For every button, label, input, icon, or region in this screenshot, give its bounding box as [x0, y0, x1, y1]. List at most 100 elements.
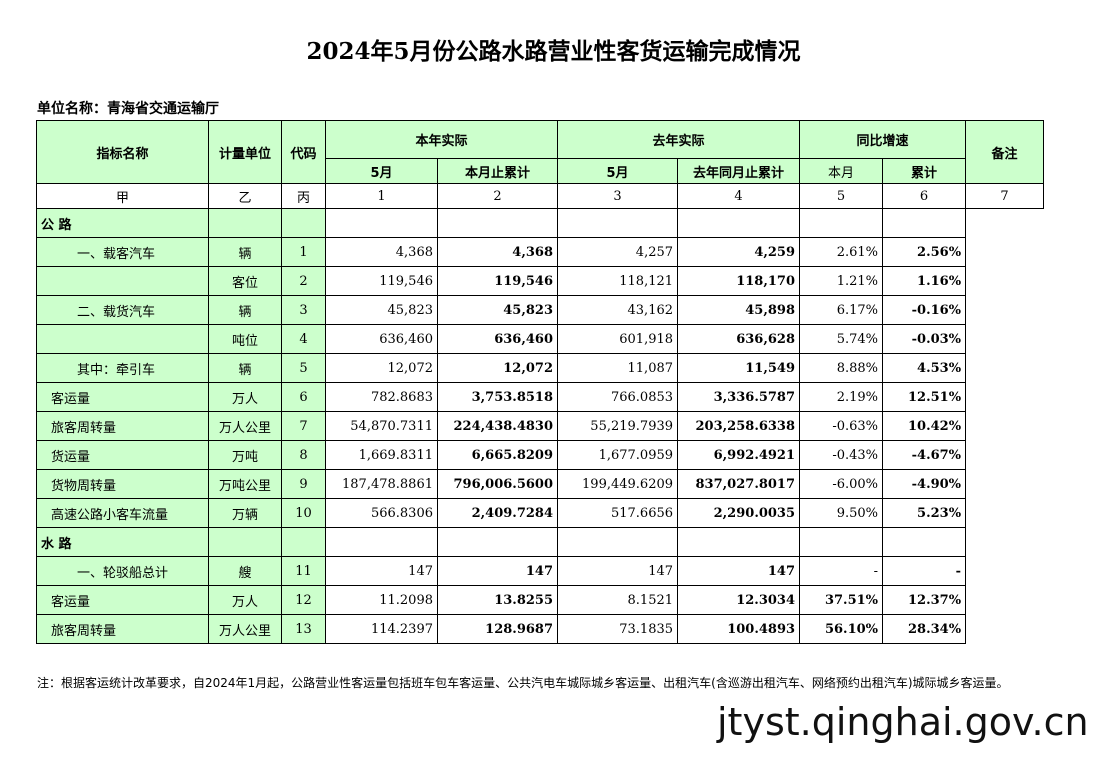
row-yoy-month: 8.88% — [799, 353, 884, 383]
row-remark — [965, 295, 1044, 325]
row-ty-month: 54,870.7311 — [325, 411, 438, 441]
row-ly-cum: 203,258.6338 — [677, 411, 801, 441]
row-ty-month: 45,823 — [325, 295, 438, 325]
row-code: 11 — [281, 556, 326, 586]
row-yoy-cum: -0.16% — [882, 295, 967, 325]
table-row: 旅客周转量 万人公里 7 54,870.7311 224,438.4830 55,219.… — [36, 411, 1044, 441]
row-unit: 万人 — [208, 585, 282, 615]
row-ty-month: 782.8683 — [325, 382, 438, 412]
row-code: 5 — [281, 353, 326, 383]
header-ty-cum: 本月止累计 — [436, 158, 559, 184]
index-row: 甲 乙 丙 1 2 3 4 5 6 7 — [36, 183, 1045, 209]
row-remark — [965, 266, 1044, 296]
row-remark — [965, 324, 1044, 354]
row-ty-cum: 119,546 — [436, 266, 559, 296]
row-remark — [965, 469, 1044, 499]
row-yoy-cum: 5.23% — [882, 498, 967, 528]
row-yoy-month: 5.74% — [799, 324, 884, 354]
row-ty-month: 566.8306 — [325, 498, 438, 528]
row-name: 其中：牵引车 — [36, 353, 209, 383]
table-row: 客运量 万人 12 11.2098 13.8255 8.1521 12.3034 37.51%… — [36, 585, 1044, 615]
header-remark: 备注 — [965, 120, 1045, 184]
row-ly-cum: 12.3034 — [677, 585, 801, 615]
table-row: 货物周转量 万吨公里 9 187,478.8861 796,006.5600 199,44… — [36, 469, 1044, 499]
index-cell: 4 — [677, 183, 801, 209]
row-yoy-month: 56.10% — [799, 614, 884, 644]
row-code: 1 — [281, 237, 326, 267]
row-ty-month: 11.2098 — [325, 585, 438, 615]
row-yoy-cum: 4.53% — [882, 353, 967, 383]
row-yoy-cum: 10.42% — [882, 411, 967, 441]
table-row: 吨位 4 636,460 636,460 601,918 636,628 5.74% -0.0… — [36, 324, 1044, 354]
row-name: 一、载客汽车 — [36, 237, 209, 267]
row-unit: 万辆 — [208, 498, 282, 528]
row-yoy-month: - — [799, 556, 884, 586]
row-yoy-month: 2.19% — [799, 382, 884, 412]
header-indicator: 指标名称 — [36, 120, 209, 184]
row-ty-cum: 6,665.8209 — [436, 440, 559, 470]
row-name: 旅客周转量 — [36, 614, 209, 644]
row-unit: 辆 — [208, 295, 282, 325]
index-cell: 1 — [325, 183, 438, 209]
row-ly-month: 4,257 — [557, 237, 679, 267]
row-ly-cum: 4,259 — [677, 237, 801, 267]
row-ty-cum: 2,409.7284 — [436, 498, 559, 528]
row-yoy-month: -0.63% — [799, 411, 884, 441]
row-ly-month: 147 — [557, 556, 679, 586]
table-row: 客位 2 119,546 119,546 118,121 118,170 1.21% 1.16… — [36, 266, 1044, 296]
row-unit: 吨位 — [208, 324, 282, 354]
table-row: 一、轮驳船总计艘 11 147 147 147 147- - — [36, 556, 1044, 586]
row-ly-month: 43,162 — [557, 295, 679, 325]
row-ty-cum: 4,368 — [436, 237, 559, 267]
row-code: 2 — [281, 266, 326, 296]
row-unit: 万吨公里 — [208, 469, 282, 499]
row-ly-month: 199,449.6209 — [557, 469, 679, 499]
row-ty-cum: 3,753.8518 — [436, 382, 559, 412]
row-ty-month: 12,072 — [325, 353, 438, 383]
header-this-year: 本年实际 — [324, 120, 559, 159]
header-yoy-cum: 累计 — [882, 158, 967, 184]
row-ty-cum: 147 — [436, 556, 559, 586]
row-ty-month: 147 — [325, 556, 438, 586]
row-ly-cum: 636,628 — [677, 324, 801, 354]
header-ly-cum: 去年同月止累计 — [677, 158, 801, 184]
row-name: 客运量 — [36, 585, 209, 615]
row-remark — [965, 237, 1044, 267]
section-label-road: 公 路 — [36, 208, 209, 238]
header-ty-month: 5月 — [325, 158, 438, 184]
table-row: 客运量 万人 6 782.8683 3,753.8518 766.0853 3,336.57… — [36, 382, 1044, 412]
row-unit: 万人公里 — [208, 614, 282, 644]
row-yoy-month: 1.21% — [799, 266, 884, 296]
row-ly-cum: 118,170 — [677, 266, 801, 296]
section-row-water: 水 路 — [36, 527, 1044, 557]
row-code: 7 — [281, 411, 326, 441]
row-yoy-cum: 2.56% — [882, 237, 967, 267]
row-name: 货物周转量 — [36, 469, 209, 499]
header-row-2: 5月 本月止累计 5月 去年同月止累计 本月 累计 — [37, 158, 1044, 184]
index-cell: 6 — [882, 183, 967, 209]
row-name — [36, 324, 209, 354]
row-ly-month: 766.0853 — [557, 382, 679, 412]
row-yoy-month: 37.51% — [799, 585, 884, 615]
header-ly-month: 5月 — [557, 158, 679, 184]
header-last-year: 去年实际 — [557, 120, 801, 159]
row-name: 高速公路小客车流量 — [36, 498, 209, 528]
row-name: 二、载货汽车 — [36, 295, 209, 325]
row-unit: 辆 — [208, 237, 282, 267]
row-ly-cum: 11,549 — [677, 353, 801, 383]
row-code: 3 — [281, 295, 326, 325]
row-ly-cum: 45,898 — [677, 295, 801, 325]
row-ly-cum: 2,290.0035 — [677, 498, 801, 528]
row-ty-cum: 796,006.5600 — [436, 469, 559, 499]
table-row: 高速公路小客车流量 万辆 10 566.8306 2,409.7284 517.6656 2… — [36, 498, 1044, 528]
row-ly-month: 11,087 — [557, 353, 679, 383]
row-unit: 万人公里 — [208, 411, 282, 441]
section-label-water: 水 路 — [36, 527, 209, 557]
table-row: 旅客周转量 万人公里 13 114.2397 128.9687 73.1835 100.48… — [36, 614, 1044, 644]
row-name — [36, 266, 209, 296]
row-yoy-month: 9.50% — [799, 498, 884, 528]
row-remark — [965, 382, 1044, 412]
row-ly-cum: 6,992.4921 — [677, 440, 801, 470]
row-ty-month: 1,669.8311 — [325, 440, 438, 470]
watermark: jtyst.qinghai.gov.cn — [717, 700, 1089, 744]
